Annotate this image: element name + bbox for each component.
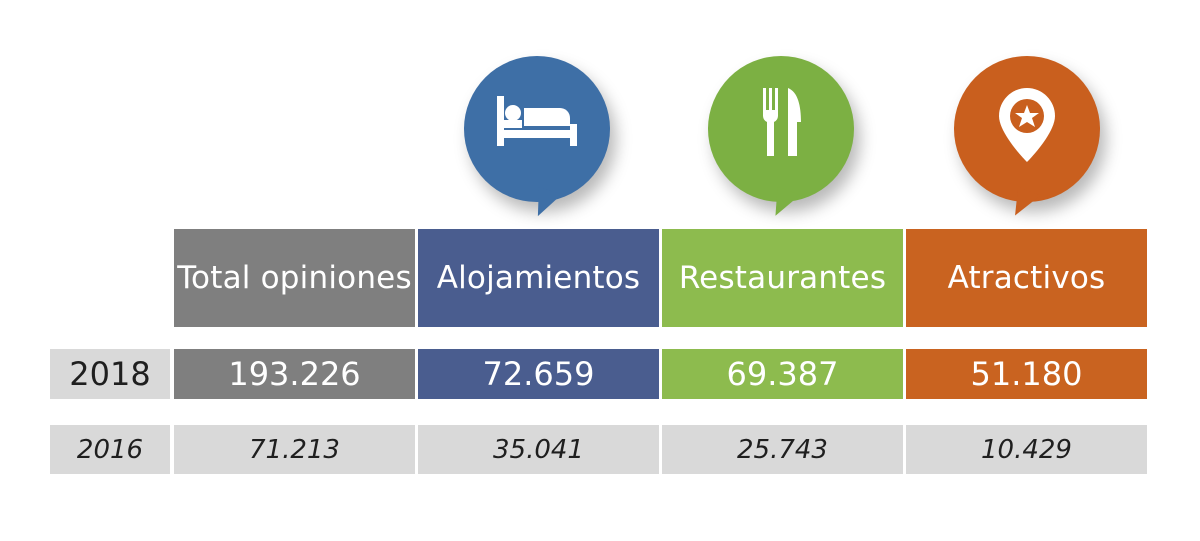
- header-label: Alojamientos: [436, 260, 641, 296]
- header-label: Total opiniones: [177, 260, 412, 296]
- header-label: Restaurantes: [678, 260, 887, 296]
- row-label-2018: 2018: [50, 349, 170, 399]
- header-atractivos: Atractivos: [906, 229, 1147, 327]
- header-total-opiniones: Total opiniones: [174, 229, 415, 327]
- header-label: Atractivos: [947, 260, 1106, 296]
- value-2016-alojamientos: 35.041: [418, 425, 659, 474]
- value-2018-restaurantes: 69.387: [662, 349, 903, 399]
- value-2018-total: 193.226: [174, 349, 415, 399]
- fork-knife-icon: [763, 88, 801, 156]
- value-2016-atractivos: 10.429: [906, 425, 1147, 474]
- value-2016-restaurantes: 25.743: [662, 425, 903, 474]
- header-alojamientos: Alojamientos: [418, 229, 659, 327]
- header-restaurantes: Restaurantes: [662, 229, 903, 327]
- alojamientos-bubble: [464, 56, 610, 222]
- atractivos-bubble: [954, 56, 1100, 222]
- value-2018-alojamientos: 72.659: [418, 349, 659, 399]
- bed-icon: [497, 96, 577, 146]
- restaurantes-bubble: [708, 56, 854, 222]
- value-2018-atractivos: 51.180: [906, 349, 1147, 399]
- row-label-2016: 2016: [50, 425, 170, 474]
- value-2016-total: 71.213: [174, 425, 415, 474]
- star-map-pin-icon: [999, 88, 1055, 162]
